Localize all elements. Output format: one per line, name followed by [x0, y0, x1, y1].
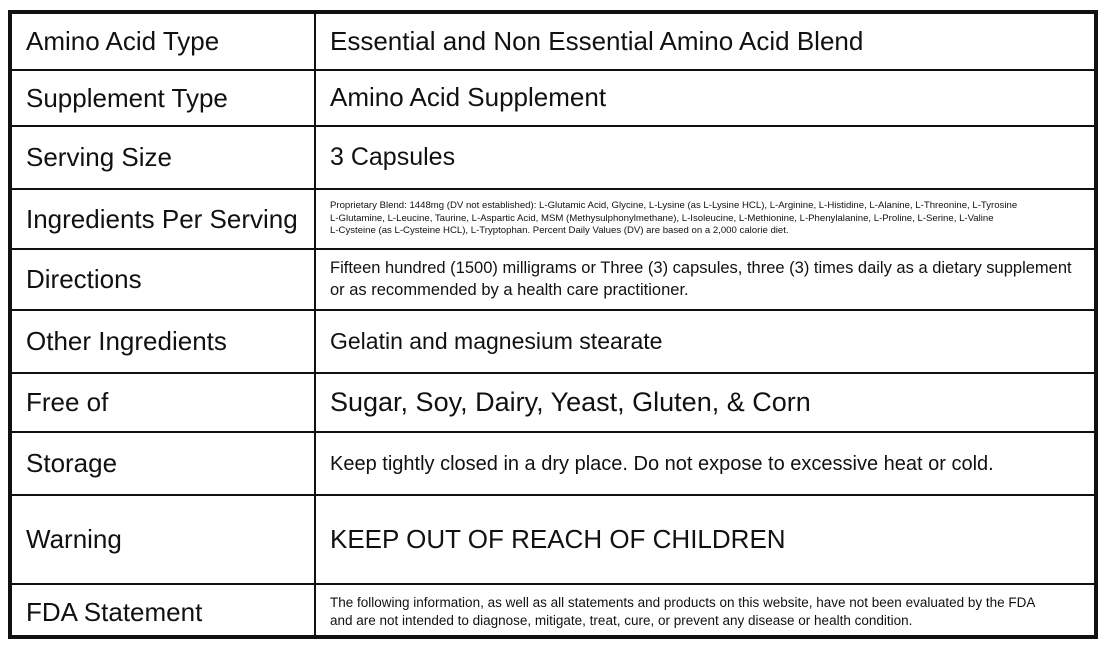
value-line: 3 Capsules [330, 143, 456, 172]
row-value: 3 Capsules [314, 125, 1094, 190]
row-value: Proprietary Blend: 1448mg (DV not establ… [314, 188, 1094, 250]
table-row: Warning KEEP OUT OF REACH OF CHILDREN [12, 494, 1094, 585]
table-row: Ingredients Per Serving Proprietary Blend… [12, 188, 1094, 250]
value-line: Sugar, Soy, Dairy, Yeast, Gluten, & Corn [330, 386, 811, 417]
row-label: Ingredients Per Serving [12, 188, 316, 250]
value-line: Proprietary Blend: 1448mg (DV not establ… [330, 200, 1018, 212]
value-line: or as recommended by a health care pract… [330, 280, 689, 299]
row-value: Sugar, Soy, Dairy, Yeast, Gluten, & Corn [314, 372, 1094, 433]
value-line: L-Glutamine, L-Leucine, Taurine, L-Aspar… [330, 212, 994, 224]
table-row: Directions Fifteen hundred (1500) milligr… [12, 248, 1094, 311]
value-line: L-Cysteine (as L-Cysteine HCL), L-Trypto… [330, 225, 789, 237]
table-row: Supplement Type Amino Acid Supplement [12, 69, 1094, 127]
row-value: KEEP OUT OF REACH OF CHILDREN [314, 494, 1094, 585]
row-label: Serving Size [12, 125, 316, 190]
row-value: Essential and Non Essential Amino Acid B… [314, 14, 1094, 71]
row-label: Other Ingredients [12, 309, 316, 374]
row-value: Keep tightly closed in a dry place. Do n… [314, 431, 1094, 496]
row-label: Directions [12, 248, 316, 311]
value-line: KEEP OUT OF REACH OF CHILDREN [330, 523, 786, 554]
row-label: Free of [12, 372, 316, 433]
table-row: Storage Keep tightly closed in a dry plac… [12, 431, 1094, 496]
spec-table: Amino Acid Type Essential and Non Essenti… [8, 10, 1098, 639]
value-line: Amino Acid Supplement [330, 82, 607, 113]
row-value: Fifteen hundred (1500) milligrams or Thr… [314, 248, 1094, 311]
value-line: Keep tightly closed in a dry place. Do n… [330, 452, 994, 475]
table-row: Amino Acid Type Essential and Non Essenti… [12, 14, 1094, 71]
table-row: Serving Size 3 Capsules [12, 125, 1094, 190]
table: Amino Acid Type Essential and Non Essenti… [12, 14, 1094, 639]
row-label: Amino Acid Type [12, 14, 316, 71]
row-label: Supplement Type [12, 69, 316, 127]
row-label: Warning [12, 494, 316, 585]
row-value: Gelatin and magnesium stearate [314, 309, 1094, 374]
table-row: FDA Statement The following information, … [12, 583, 1094, 639]
value-line: Gelatin and magnesium stearate [330, 327, 663, 354]
table-row: Free of Sugar, Soy, Dairy, Yeast, Gluten,… [12, 372, 1094, 433]
row-value: Amino Acid Supplement [314, 69, 1094, 127]
table-row: Other Ingredients Gelatin and magnesium s… [12, 309, 1094, 374]
row-value: The following information, as well as al… [314, 583, 1094, 639]
row-label: FDA Statement [12, 583, 316, 639]
value-line: Fifteen hundred (1500) milligrams or Thr… [330, 259, 1072, 278]
row-label: Storage [12, 431, 316, 496]
value-line: and are not intended to diagnose, mitiga… [330, 613, 913, 628]
value-line: Essential and Non Essential Amino Acid B… [330, 25, 864, 56]
value-line: The following information, as well as al… [330, 595, 1036, 611]
